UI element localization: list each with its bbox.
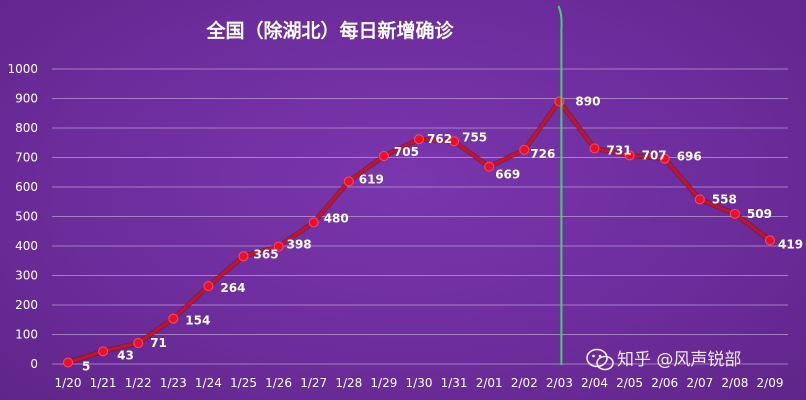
data-label: 558: [712, 192, 737, 206]
data-label: 726: [530, 147, 555, 161]
x-tick-label: 1/22: [125, 376, 152, 390]
data-point: [133, 338, 144, 349]
data-label: 762: [427, 132, 452, 146]
chart-title: 全国（除湖北）每日新增确诊: [205, 19, 454, 42]
y-tick-label: 900: [15, 92, 38, 106]
data-point: [729, 208, 740, 219]
x-tick-label: 2/02: [511, 376, 538, 390]
data-point: [378, 151, 389, 162]
data-point: [308, 217, 319, 228]
x-tick-label: 2/07: [686, 376, 713, 390]
data-label: 707: [642, 148, 667, 162]
x-axis-ticks: 1/20 1/21 1/22 1/23 1/24 1/25 1/26 1/27 1/28 1/29…: [55, 376, 784, 390]
data-point: [589, 143, 600, 154]
data-label: 480: [324, 211, 349, 225]
data-label-layer: 5 43 71 154 264 365 398 480 619 705 762 755 669 726 89…: [82, 94, 803, 373]
data-point: [484, 161, 495, 172]
data-point: [98, 346, 109, 357]
vline-layer: [557, 5, 563, 365]
series-layer: [63, 96, 775, 368]
grid-layer: [52, 68, 788, 365]
x-tick-label: 1/29: [370, 376, 397, 390]
data-label: 696: [677, 150, 702, 164]
y-tick-label: 600: [15, 180, 38, 194]
y-tick-label: 400: [15, 239, 38, 253]
x-tick-label: 1/24: [195, 376, 222, 390]
data-label: 5: [82, 360, 90, 374]
x-tick-label: 2/05: [616, 376, 643, 390]
data-point: [63, 357, 73, 368]
x-tick-label: 1/21: [90, 376, 117, 390]
x-tick-label: 1/31: [441, 376, 468, 390]
data-label: 669: [495, 168, 520, 182]
y-tick-label: 300: [15, 269, 38, 283]
data-point: [449, 136, 460, 147]
y-tick-label: 100: [15, 328, 38, 342]
data-point: [203, 281, 214, 292]
y-tick-label: 800: [15, 121, 38, 135]
data-label: 365: [254, 247, 279, 261]
x-tick-label: 2/09: [757, 376, 784, 390]
data-point: [554, 96, 565, 107]
x-tick-label: 1/20: [55, 376, 82, 390]
data-point: [168, 313, 179, 324]
x-tick-label: 1/25: [230, 376, 257, 390]
x-tick-label: 1/26: [265, 376, 292, 390]
data-point: [343, 176, 354, 187]
data-point: [238, 251, 249, 262]
data-label: 419: [778, 237, 803, 251]
data-point: [414, 134, 424, 145]
x-tick-label: 2/04: [581, 376, 608, 390]
x-tick-label: 1/27: [300, 376, 327, 390]
data-label: 71: [150, 336, 167, 350]
wechat-icon: [586, 348, 614, 371]
watermark: 知乎 @风声锐部: [586, 348, 741, 371]
data-label: 264: [220, 281, 245, 295]
data-point: [273, 241, 284, 252]
x-tick-label: 2/08: [721, 376, 748, 390]
y-axis-ticks: 0 100 200 300 400 500 600 700 800 900 1000: [7, 62, 38, 371]
y-tick-label: 200: [15, 298, 38, 312]
data-label: 398: [287, 238, 312, 252]
y-tick-label: 700: [15, 151, 38, 165]
y-tick-label: 0: [30, 357, 38, 371]
y-tick-label: 500: [15, 210, 38, 224]
data-label: 705: [394, 145, 419, 159]
watermark-text: 知乎 @风声锐部: [617, 350, 741, 370]
x-tick-label: 2/06: [651, 376, 678, 390]
data-label: 43: [117, 348, 134, 362]
marker-vertical-line: [557, 5, 563, 365]
data-point: [659, 153, 670, 164]
x-tick-label: 1/28: [335, 376, 362, 390]
x-tick-label: 2/01: [476, 376, 503, 390]
data-label: 154: [185, 314, 210, 328]
data-point: [519, 144, 530, 155]
y-tick-label: 1000: [7, 62, 38, 76]
data-label: 755: [462, 130, 487, 144]
data-point: [694, 194, 705, 205]
x-tick-label: 1/30: [406, 376, 433, 390]
data-label: 509: [747, 207, 772, 221]
x-tick-label: 1/23: [160, 376, 187, 390]
data-point: [624, 150, 635, 161]
data-label: 619: [359, 172, 384, 186]
data-point: [765, 235, 775, 246]
data-label: 731: [607, 143, 632, 157]
x-tick-label: 2/03: [546, 376, 573, 390]
data-label: 890: [575, 94, 600, 108]
